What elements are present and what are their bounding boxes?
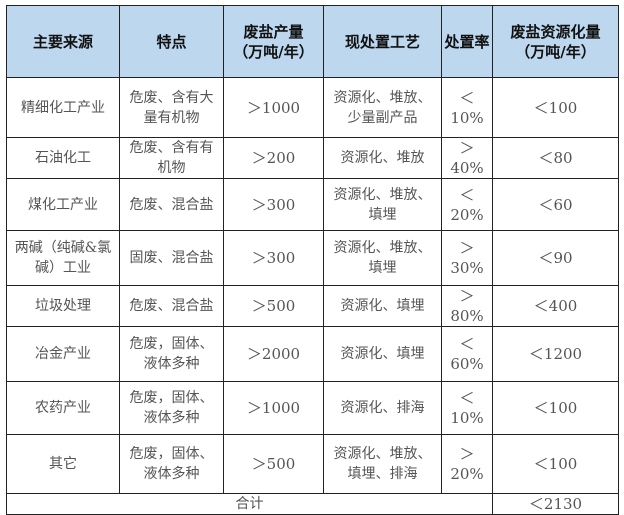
- cell-resource: ＜90: [492, 230, 619, 286]
- cell-source: 农药产业: [6, 381, 120, 435]
- header-resource: 废盐资源化量 （万吨/年）: [492, 5, 619, 78]
- cell-source: 垃圾处理: [6, 285, 120, 327]
- cell-rate: ＞40%: [441, 137, 493, 179]
- cell-output: ＞500: [223, 285, 324, 327]
- cell-resource: ＜100: [492, 381, 619, 435]
- cell-rate: ＜60%: [441, 326, 493, 382]
- cell-process: 资源化、填埋: [323, 326, 442, 382]
- cell-output: ＞300: [223, 230, 324, 286]
- cell-output: ＞500: [223, 434, 324, 494]
- cell-resource: ＜1200: [492, 326, 619, 382]
- cell-feature: 危废、混合盐: [119, 178, 224, 231]
- cell-feature: 危废，固体、 液体多种: [119, 326, 224, 382]
- cell-output: ＞1000: [223, 381, 324, 435]
- cell-source: 煤化工产业: [6, 178, 120, 231]
- header-rate: 处置率: [441, 5, 493, 78]
- cell-output: ＞1000: [223, 77, 324, 138]
- table-row: 石油化工 危废、含有有 机物 ＞200 资源化、堆放 ＞40% ＜80: [6, 137, 619, 179]
- cell-rate: ＞20%: [441, 434, 493, 494]
- cell-rate: ＞30%: [441, 230, 493, 286]
- cell-output: ＞2000: [223, 326, 324, 382]
- cell-feature: 危废、含有大 量有机物: [119, 77, 224, 138]
- cell-process: 资源化、堆放、 少量副产品: [323, 77, 442, 138]
- cell-resource: ＜100: [492, 434, 619, 494]
- header-source: 主要来源: [6, 5, 120, 78]
- table-row: 精细化工产业 危废、含有大 量有机物 ＞1000 资源化、堆放、 少量副产品 ＜10% ＜…: [6, 77, 619, 138]
- header-row: 主要来源 特点 废盐产量 （万吨/年） 现处置工艺 处置率 废盐资源化量 （万吨…: [6, 5, 619, 78]
- cell-resource: ＜100: [492, 77, 619, 138]
- cell-source: 精细化工产业: [6, 77, 120, 138]
- cell-process: 资源化、填埋: [323, 285, 442, 327]
- header-output: 废盐产量 （万吨/年）: [223, 5, 324, 78]
- cell-rate: ＜10%: [441, 77, 493, 138]
- cell-source: 其它: [6, 434, 120, 494]
- cell-process: 资源化、堆放、 填埋、排海: [323, 434, 442, 494]
- cell-resource: ＜400: [492, 285, 619, 327]
- table-row: 煤化工产业 危废、混合盐 ＞300 资源化、堆放、 填埋 ＜20% ＜60: [6, 178, 619, 231]
- cell-source: 两碱（纯碱&氯 碱）工业: [6, 230, 120, 286]
- table-row: 两碱（纯碱&氯 碱）工业 固废、混合盐 ＞300 资源化、堆放、 填埋 ＞30% ＜90: [6, 230, 619, 286]
- cell-feature: 固废、混合盐: [119, 230, 224, 286]
- total-value: ＜2130: [492, 493, 619, 515]
- cell-rate: ＜10%: [441, 381, 493, 435]
- total-label: 合计: [6, 493, 493, 515]
- cell-process: 资源化、排海: [323, 381, 442, 435]
- cell-process: 资源化、堆放、 填埋: [323, 178, 442, 231]
- table-row: 垃圾处理 危废、混合盐 ＞500 资源化、填埋 ＞80% ＜400: [6, 285, 619, 327]
- cell-feature: 危废，固体、 液体多种: [119, 434, 224, 494]
- cell-source: 冶金产业: [6, 326, 120, 382]
- cell-resource: ＜60: [492, 178, 619, 231]
- cell-resource: ＜80: [492, 137, 619, 179]
- cell-source: 石油化工: [6, 137, 120, 179]
- cell-feature: 危废、混合盐: [119, 285, 224, 327]
- table-row: 冶金产业 危废，固体、 液体多种 ＞2000 资源化、填埋 ＜60% ＜1200: [6, 326, 619, 382]
- cell-output: ＞300: [223, 178, 324, 231]
- cell-process: 资源化、堆放: [323, 137, 442, 179]
- header-feature: 特点: [119, 5, 224, 78]
- cell-output: ＞200: [223, 137, 324, 179]
- table-row: 其它 危废，固体、 液体多种 ＞500 资源化、堆放、 填埋、排海 ＞20% ＜100: [6, 434, 619, 494]
- cell-rate: ＜20%: [441, 178, 493, 231]
- waste-salt-table: 主要来源 特点 废盐产量 （万吨/年） 现处置工艺 处置率 废盐资源化量 （万吨…: [6, 5, 619, 515]
- header-process: 现处置工艺: [323, 5, 442, 78]
- table-row: 农药产业 危废，固体、 液体多种 ＞1000 资源化、排海 ＜10% ＜100: [6, 381, 619, 435]
- cell-rate: ＞80%: [441, 285, 493, 327]
- cell-feature: 危废、含有有 机物: [119, 137, 224, 179]
- cell-feature: 危废，固体、 液体多种: [119, 381, 224, 435]
- cell-process: 资源化、堆放、 填埋: [323, 230, 442, 286]
- total-row: 合计 ＜2130: [6, 493, 619, 515]
